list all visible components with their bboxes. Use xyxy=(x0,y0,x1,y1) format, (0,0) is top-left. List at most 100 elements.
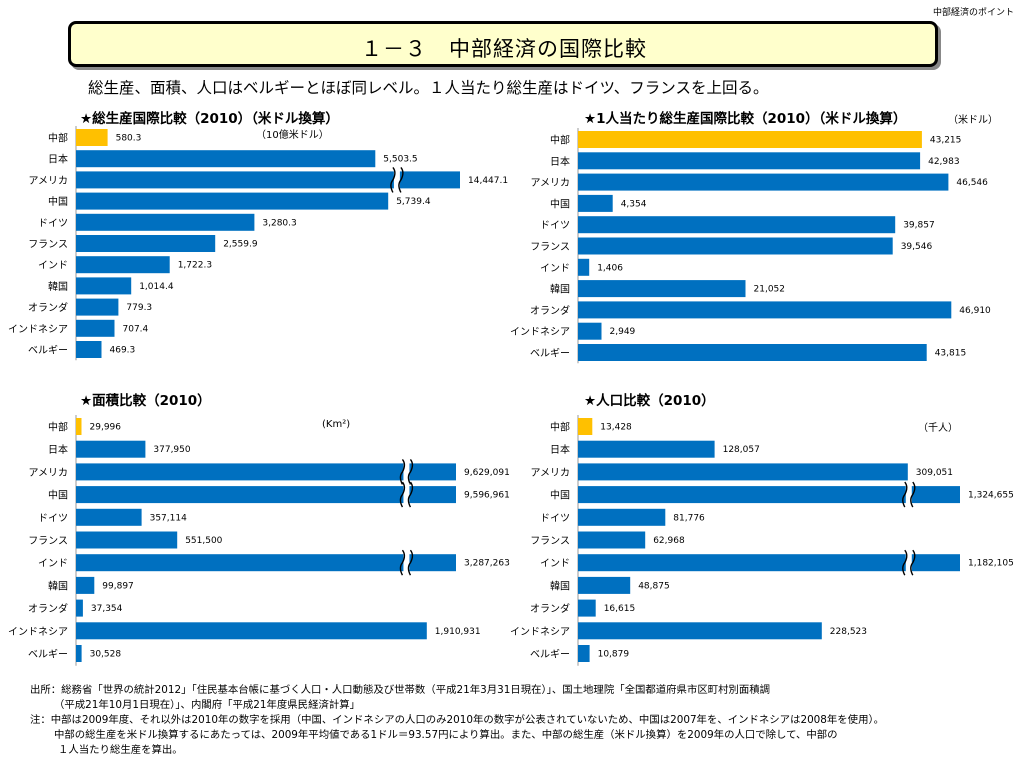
category-label: インドネシア xyxy=(510,326,570,338)
category-label: 日本 xyxy=(48,443,68,456)
category-label: 韓国 xyxy=(48,580,68,592)
data-label: 779.3 xyxy=(126,303,152,313)
footnote-cont-2: １人当たり総生産を算出。 xyxy=(58,744,183,756)
footer-notes: 出所：総務省「世界の統計2012」「住民基本台帳に基づく人口・人口動態及び世帯数… xyxy=(30,683,1015,758)
bar xyxy=(76,531,178,549)
category-label: インド xyxy=(38,559,68,570)
category-label: アメリカ xyxy=(29,175,69,187)
data-label: 2,559.9 xyxy=(223,240,258,250)
data-label: 1,324,655 xyxy=(968,491,1014,501)
data-label: 1,406 xyxy=(597,263,623,273)
bar xyxy=(578,418,593,435)
footnote: 注：中部は2009年度、それ以外は2010年の数字を採用（中国、インドネシアの人… xyxy=(30,714,885,726)
data-label: 39,857 xyxy=(903,221,935,231)
data-label: 10,879 xyxy=(598,650,630,660)
bar xyxy=(578,322,602,340)
break-gap xyxy=(905,551,912,575)
data-label: 357,114 xyxy=(150,513,187,523)
break-mark xyxy=(390,166,396,193)
category-label: ドイツ xyxy=(38,513,68,524)
chart-unit: (Km²) xyxy=(322,419,350,430)
break-mark xyxy=(399,549,406,576)
footnote-cont-1: 中部の総生産を米ドル換算するにあたっては、2009年平均値である1ドル＝93.5… xyxy=(54,729,838,741)
data-label: 46,910 xyxy=(959,306,991,316)
data-label: 469.3 xyxy=(110,346,136,356)
category-label: 韓国 xyxy=(550,284,570,296)
bar xyxy=(578,576,631,594)
category-label: 中国 xyxy=(550,197,570,210)
category-label: ベルギー xyxy=(28,649,68,661)
data-label: 48,875 xyxy=(638,581,670,591)
category-label: オランダ xyxy=(28,301,68,314)
category-label: オランダ xyxy=(530,602,570,615)
break-mark xyxy=(399,458,406,485)
break-gap xyxy=(403,483,410,507)
bar xyxy=(578,258,590,276)
bar xyxy=(578,237,893,255)
break-mark xyxy=(407,481,414,508)
data-label: 46,546 xyxy=(956,178,988,188)
data-label: 62,968 xyxy=(653,536,685,546)
bar xyxy=(76,192,389,210)
chart-unit: （米ドル） xyxy=(948,113,998,126)
data-label: 128,057 xyxy=(723,445,760,455)
chart-unit: （10億米ドル） xyxy=(256,128,329,141)
category-label: ベルギー xyxy=(28,345,68,357)
bar xyxy=(578,463,908,481)
bar xyxy=(76,319,115,337)
data-label: 4,354 xyxy=(621,199,647,209)
data-label: 377,950 xyxy=(153,445,190,455)
data-label: 21,052 xyxy=(754,285,786,295)
corner-label: 中部経済のポイント xyxy=(932,8,1014,18)
break-gap xyxy=(403,551,410,575)
data-label: 2,949 xyxy=(610,327,636,337)
title-box: １－３ 中部経済の国際比較 xyxy=(68,21,938,67)
break-gap xyxy=(393,168,400,192)
bar xyxy=(76,418,82,435)
data-label: 16,615 xyxy=(604,604,636,614)
bar xyxy=(578,173,949,191)
data-label: 14,447.1 xyxy=(468,176,508,186)
break-mark xyxy=(407,549,414,576)
data-label: 29,996 xyxy=(90,423,122,433)
category-label: インド xyxy=(540,559,570,570)
bar xyxy=(578,531,646,549)
data-label: 30,528 xyxy=(90,650,122,660)
bar xyxy=(578,131,922,148)
bar xyxy=(76,576,95,594)
category-label: 中部 xyxy=(550,421,570,434)
category-label: フランス xyxy=(28,239,68,251)
chart-title: ★総生産国際比較（2010）（米ドル換算） xyxy=(80,110,339,127)
data-label: 1,182,105 xyxy=(968,559,1014,569)
bar xyxy=(76,150,376,168)
category-label: 日本 xyxy=(550,443,570,456)
break-mark xyxy=(399,481,406,508)
category-label: 韓国 xyxy=(48,281,68,293)
chart-title: ★1人当たり総生産国際比較（2010）（米ドル換算） xyxy=(584,110,906,127)
bar xyxy=(578,508,666,526)
break-mark xyxy=(910,481,916,508)
category-label: フランス xyxy=(530,241,570,253)
category-label: 中国 xyxy=(48,195,68,208)
data-label: 5,503.5 xyxy=(383,155,417,165)
data-label: 1,722.3 xyxy=(178,261,212,271)
category-label: ドイツ xyxy=(38,218,68,229)
data-label: 42,983 xyxy=(928,157,960,167)
data-label: 3,280.3 xyxy=(262,218,296,228)
bar xyxy=(578,645,590,662)
bar xyxy=(76,622,427,640)
data-label: 37,354 xyxy=(91,604,123,614)
category-label: アメリカ xyxy=(531,467,571,479)
data-label: 9,596,961 xyxy=(464,491,510,501)
category-label: 中国 xyxy=(550,489,570,502)
page-subtitle: 総生産、面積、人口はベルギーとほぼ同レベル。１人当たり総生産はドイツ、フランスを… xyxy=(88,79,769,97)
bar xyxy=(76,235,216,252)
break-mark xyxy=(902,549,908,576)
bar xyxy=(578,554,960,572)
bar xyxy=(76,298,119,316)
data-label: 13,428 xyxy=(600,423,632,433)
category-label: 中部 xyxy=(550,134,570,147)
category-label: ベルギー xyxy=(530,649,570,661)
break-gap xyxy=(905,483,912,507)
bar xyxy=(76,645,82,662)
